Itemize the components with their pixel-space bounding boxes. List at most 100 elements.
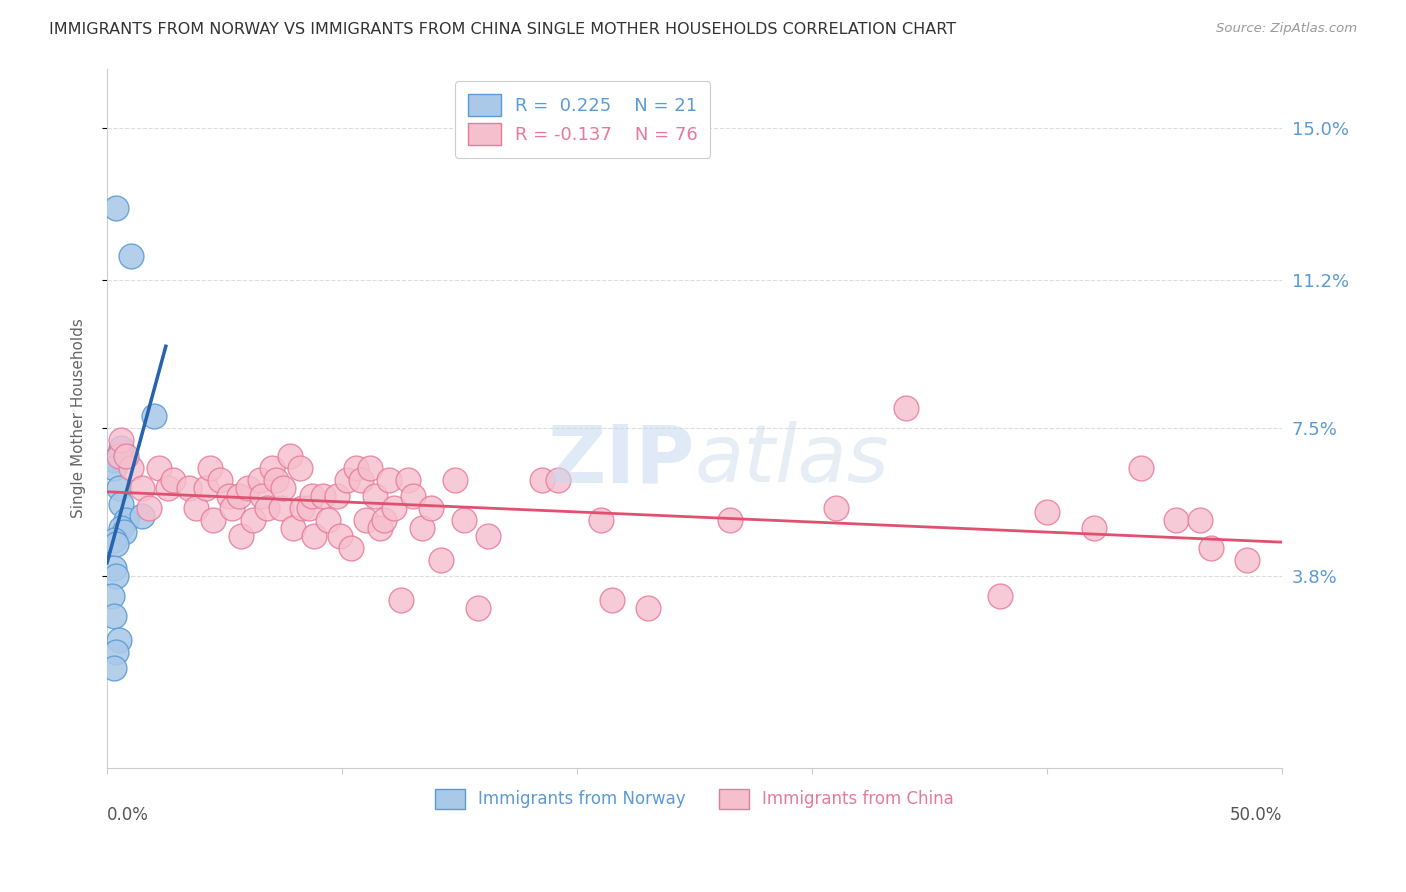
Point <box>401 489 423 503</box>
Point <box>336 473 359 487</box>
Point <box>350 473 373 487</box>
Point <box>115 449 138 463</box>
Point <box>218 489 240 503</box>
Text: atlas: atlas <box>695 421 889 499</box>
Point <box>229 529 252 543</box>
Point <box>359 461 381 475</box>
Point <box>477 529 499 543</box>
Point <box>271 481 294 495</box>
Point <box>329 529 352 543</box>
Point <box>988 589 1011 603</box>
Point <box>718 513 741 527</box>
Point <box>280 449 302 463</box>
Point <box>143 409 166 423</box>
Point <box>281 521 304 535</box>
Point <box>1188 513 1211 527</box>
Legend: Immigrants from Norway, Immigrants from China: Immigrants from Norway, Immigrants from … <box>422 775 967 822</box>
Point <box>264 473 287 487</box>
Point <box>260 461 283 475</box>
Text: Source: ZipAtlas.com: Source: ZipAtlas.com <box>1216 22 1357 36</box>
Point <box>115 513 138 527</box>
Point <box>1201 541 1223 555</box>
Point <box>467 600 489 615</box>
Point <box>824 501 846 516</box>
Point <box>354 513 377 527</box>
Point <box>1166 513 1188 527</box>
Point <box>249 473 271 487</box>
Point <box>411 521 433 535</box>
Point <box>201 513 224 527</box>
Point <box>200 461 222 475</box>
Point <box>108 481 131 495</box>
Point <box>396 473 419 487</box>
Point <box>208 473 231 487</box>
Text: IMMIGRANTS FROM NORWAY VS IMMIGRANTS FROM CHINA SINGLE MOTHER HOUSEHOLDS CORRELA: IMMIGRANTS FROM NORWAY VS IMMIGRANTS FRO… <box>49 22 956 37</box>
Point <box>103 661 125 675</box>
Point <box>179 481 201 495</box>
Point <box>1083 521 1105 535</box>
Point <box>389 593 412 607</box>
Point <box>250 489 273 503</box>
Point <box>221 501 243 516</box>
Point <box>420 501 443 516</box>
Text: ZIP: ZIP <box>547 421 695 499</box>
Point <box>110 521 132 535</box>
Point <box>368 521 391 535</box>
Point <box>131 508 153 523</box>
Point <box>108 449 131 463</box>
Point <box>302 529 325 543</box>
Text: 50.0%: 50.0% <box>1230 806 1282 824</box>
Y-axis label: Single Mother Households: Single Mother Households <box>72 318 86 518</box>
Point <box>301 489 323 503</box>
Point <box>547 473 569 487</box>
Point <box>429 553 451 567</box>
Point <box>364 489 387 503</box>
Point <box>298 501 321 516</box>
Point <box>316 513 339 527</box>
Point <box>194 481 217 495</box>
Point <box>148 461 170 475</box>
Point <box>1130 461 1153 475</box>
Point <box>373 513 395 527</box>
Point <box>105 645 128 659</box>
Point <box>110 497 132 511</box>
Point <box>382 501 405 516</box>
Point <box>344 461 367 475</box>
Point <box>378 473 401 487</box>
Point <box>637 600 659 615</box>
Point <box>270 501 292 516</box>
Point <box>103 453 125 467</box>
Point <box>162 473 184 487</box>
Point <box>530 473 553 487</box>
Point <box>242 513 264 527</box>
Point <box>112 524 135 539</box>
Point <box>326 489 349 503</box>
Point <box>110 441 132 455</box>
Point <box>894 401 917 416</box>
Point <box>453 513 475 527</box>
Point <box>589 513 612 527</box>
Point <box>103 561 125 575</box>
Point <box>600 593 623 607</box>
Point <box>291 501 314 516</box>
Point <box>236 481 259 495</box>
Point <box>120 249 142 263</box>
Point <box>138 501 160 516</box>
Point <box>105 202 128 216</box>
Point <box>312 489 335 503</box>
Point <box>120 461 142 475</box>
Point <box>340 541 363 555</box>
Point <box>131 481 153 495</box>
Point <box>444 473 467 487</box>
Point <box>256 501 278 516</box>
Point <box>157 481 180 495</box>
Point <box>100 589 122 603</box>
Point <box>105 537 128 551</box>
Point <box>288 461 311 475</box>
Point <box>110 433 132 447</box>
Point <box>228 489 250 503</box>
Point <box>103 608 125 623</box>
Point <box>1036 505 1059 519</box>
Text: 0.0%: 0.0% <box>107 806 149 824</box>
Point <box>186 501 208 516</box>
